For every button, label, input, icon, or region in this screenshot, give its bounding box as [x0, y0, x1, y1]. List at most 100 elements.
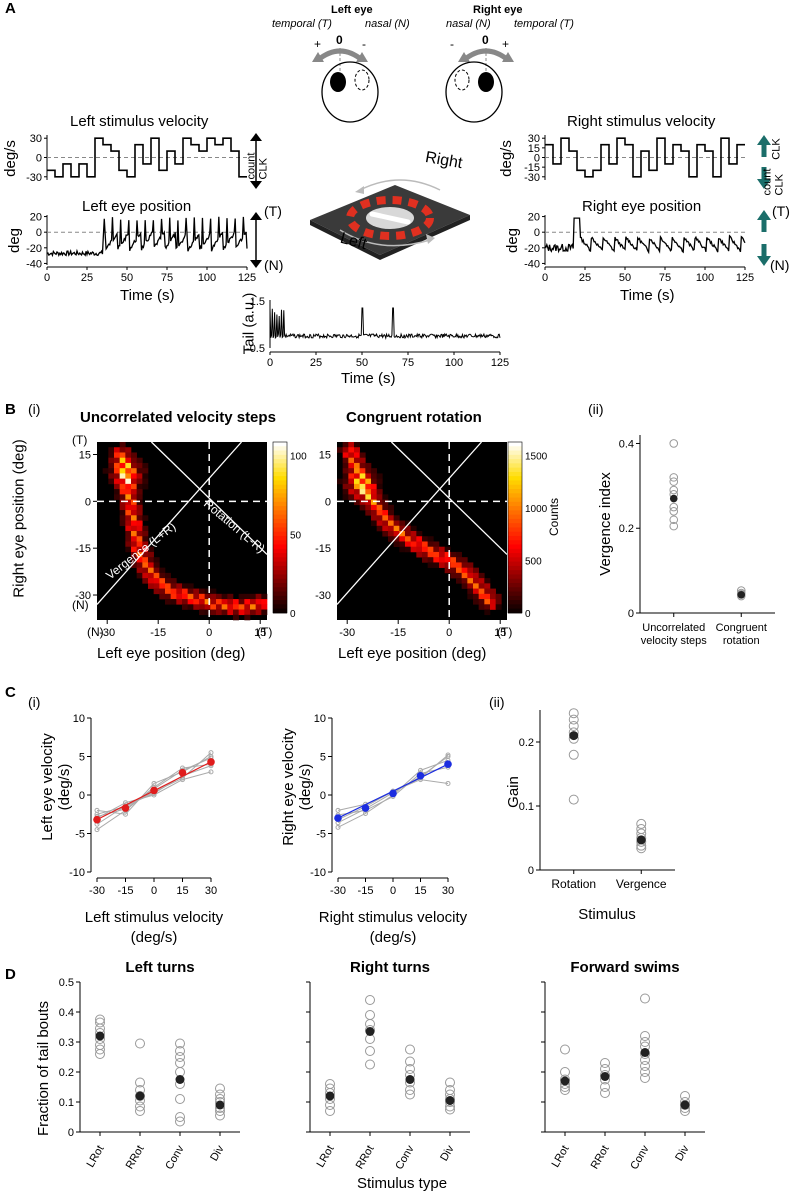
heatmap-cell — [148, 551, 154, 558]
colorbar-segment — [273, 531, 287, 537]
heatmap-cell — [142, 562, 149, 568]
heatmap-cell — [467, 572, 474, 579]
colorbar-tick-label: 0 — [290, 609, 296, 620]
x-tick-label: 0 — [206, 627, 212, 639]
hist-ylabel: Right eye position (deg) — [10, 439, 28, 598]
heatmap-cell — [478, 578, 485, 584]
left-clk-arrow — [250, 133, 262, 189]
heatmap-cell — [376, 510, 383, 516]
heatmap-cell — [136, 567, 143, 574]
heatmap-cell — [187, 599, 194, 605]
heatmap-cell — [393, 541, 400, 548]
heatmap-cell — [376, 520, 383, 527]
heatmap-cell — [371, 468, 377, 474]
heatmap-cell — [142, 515, 149, 521]
y-tick-label: 0.2 — [59, 1067, 74, 1079]
hist1-T-right: (T) — [257, 625, 273, 639]
hist1-N-left: (N) — [87, 625, 104, 639]
heatmap-cell — [478, 604, 485, 610]
data-point — [405, 1064, 415, 1074]
heatmap-cell — [473, 572, 479, 579]
data-point — [568, 708, 579, 719]
data-point — [215, 1110, 225, 1121]
heatmap-cell — [142, 478, 149, 485]
heatmap-cell — [393, 520, 400, 527]
right-eye-nasal-label: nasal (N) — [446, 18, 491, 30]
heatmap-cell — [478, 572, 485, 579]
x-category-label: Congruent — [716, 622, 767, 634]
heatmap-cell — [376, 489, 383, 495]
heatmap-cell — [119, 510, 126, 516]
heatmap-cell — [365, 483, 372, 490]
hist1-title: Uncorrelated velocity steps — [80, 409, 276, 426]
heatmap-cell — [187, 583, 194, 589]
mean-point — [93, 815, 101, 824]
gain-ylabel: Gain — [505, 776, 522, 808]
heatmap-cell — [148, 583, 154, 589]
mean-point — [361, 804, 370, 812]
y-tick-label: -30 — [315, 590, 331, 602]
data-point — [95, 1044, 105, 1055]
heatmap-cell — [136, 572, 143, 579]
heatmap-cell — [136, 520, 143, 527]
y-tick-label: -5 — [75, 829, 85, 841]
heatmap-cell — [136, 468, 143, 474]
heatmap-cell — [165, 578, 171, 584]
colorbar-segment — [273, 442, 287, 447]
heatmap-cell — [376, 494, 383, 500]
x-tick-label: 30 — [205, 885, 217, 897]
heatmap-cell — [136, 489, 143, 495]
data-point — [568, 749, 579, 760]
heatmap-cell — [131, 468, 137, 474]
heatmap-cell — [348, 494, 355, 500]
hist2-T-right: (T) — [497, 625, 513, 639]
mean-point — [135, 1091, 145, 1101]
colorbar-segment — [508, 518, 522, 524]
heatmap-cell — [382, 504, 389, 511]
heatmap-cell — [365, 468, 372, 474]
individual-trace — [337, 779, 449, 821]
heatmap-cell — [456, 578, 462, 584]
heatmap-cell — [119, 489, 126, 495]
colorbar-segment — [273, 582, 287, 588]
heatmap-cell — [125, 478, 132, 485]
eye-position-trace — [544, 217, 746, 255]
heatmap-cell — [439, 557, 445, 563]
heatmap-cell — [376, 515, 383, 521]
data-point — [215, 1089, 225, 1100]
heatmap-cell — [250, 609, 256, 616]
heatmap-cell — [359, 504, 366, 511]
colorbar-segment — [508, 480, 522, 486]
heatmap-cell — [255, 599, 262, 605]
colorbar-segment — [508, 488, 522, 494]
heatmap-cell — [359, 457, 366, 464]
colorbar-segment — [273, 476, 287, 481]
colorbar-segment — [273, 467, 287, 473]
right-N-label: (N) — [770, 257, 790, 273]
heatmap-cell — [131, 473, 137, 479]
colorbar-segment — [273, 484, 287, 490]
heatmap-cell — [238, 609, 245, 616]
heatmap-cell — [399, 541, 406, 548]
individual-point — [123, 811, 128, 817]
heatmap-cell — [119, 494, 126, 500]
colorbar-segment — [273, 561, 287, 567]
heatmap-cell — [244, 604, 251, 610]
mean-point — [600, 1072, 610, 1081]
heatmap-cell — [261, 599, 268, 605]
x-category-label: Div — [438, 1143, 457, 1163]
colorbar-segment — [273, 510, 287, 516]
y-tick-label: 0 — [68, 1127, 74, 1139]
heatmap-cell — [142, 541, 149, 548]
x-tick-label: 50 — [121, 272, 133, 284]
heatmap-cell — [444, 562, 451, 568]
individual-point — [445, 780, 451, 786]
heatmap-cell — [342, 457, 349, 464]
heatmap-cell — [348, 468, 355, 474]
colorbar-segment — [508, 553, 522, 558]
heatmap-cell — [125, 494, 132, 500]
data-point — [636, 818, 647, 829]
x-tick-label: -15 — [358, 885, 374, 897]
heatmap-cell — [444, 567, 451, 574]
